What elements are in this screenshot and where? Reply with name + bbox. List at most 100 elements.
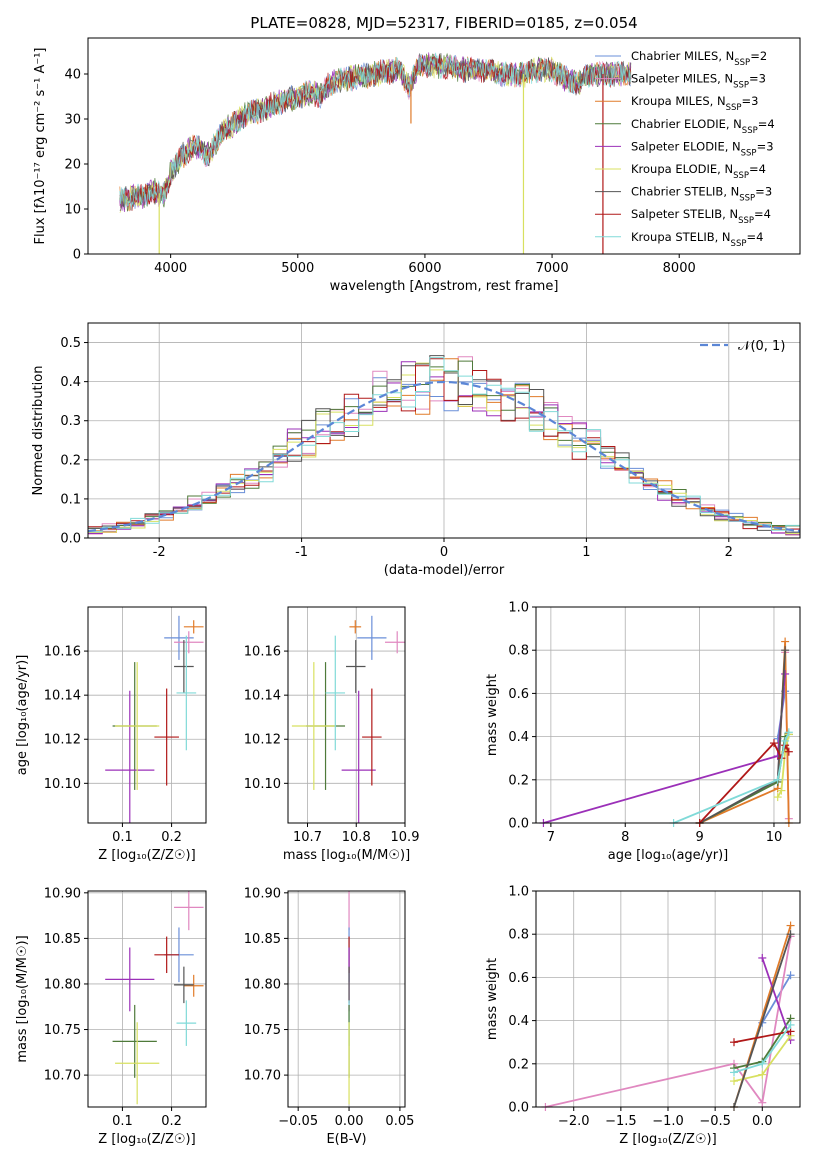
histogram-steps — [88, 355, 800, 537]
legend-equals: = — [749, 72, 759, 86]
weight-marker-kroupa-stelib — [784, 728, 793, 737]
x-tick-label: −2.0 — [558, 1114, 590, 1129]
x-axis-label: Z [log₁₀(Z/Z☉)] — [98, 1132, 195, 1147]
errorbar-chabrier-stelib — [346, 640, 366, 693]
y-tick-label: 0.0 — [508, 817, 529, 832]
x-tick-label: −1.0 — [652, 1114, 684, 1129]
x-tick-label: 0.05 — [385, 1114, 414, 1129]
y-tick-label: 0.4 — [508, 1014, 529, 1029]
legend-entry: Chabrier ELODIE, NSSP=4 — [631, 117, 775, 136]
x-tick-label: 8 — [621, 830, 629, 845]
weight-line-kroupa-miles — [699, 641, 790, 824]
weight-marker-salpeter-stelib — [769, 739, 778, 748]
weight-marker-chabrier-miles — [786, 971, 795, 980]
y-tick-label: 0.0 — [60, 532, 81, 547]
errorbar-salpeter-miles — [174, 891, 204, 931]
weight-marker-kroupa-elodie — [730, 1077, 738, 1086]
y-tick-label: 0.2 — [60, 453, 81, 468]
legend-series-name: Kroupa STELIB — [631, 230, 715, 244]
errorbar-salpeter-miles — [385, 631, 405, 654]
x-tick-label: 0.1 — [112, 830, 133, 845]
legend-n-label: , N — [725, 139, 741, 153]
x-tick-label: 5000 — [281, 261, 314, 276]
x-tick-label: 10.7 — [293, 830, 322, 845]
weight-marker-salpeter-stelib — [784, 747, 793, 756]
y-tick-label: 0.5 — [60, 336, 81, 351]
age-vs-mass-panel: 10.7 10.8 10.9 10.10 10.12 10.14 10.16 mass [lo… — [244, 606, 419, 863]
y-tick-label: 10.12 — [44, 733, 81, 748]
y-tick-label: 10.16 — [244, 645, 281, 660]
mass-vs-metallicity-panel: 0.1 0.2 10.70 10.75 10.80 10.85 10.90 Z [log₁₀(… — [15, 886, 207, 1147]
x-axis-label: mass [log₁₀(M/M☉)] — [283, 848, 410, 863]
weight-marker-kroupa-elodie — [758, 1070, 767, 1079]
x-tick-label: −1.5 — [605, 1114, 637, 1129]
y-tick-label: 10.80 — [244, 977, 281, 992]
legend-entry: Kroupa ELODIE, NSSP=4 — [631, 162, 766, 181]
weight-marker-kroupa-stelib — [786, 1020, 795, 1029]
weight-marker-kroupa-elodie — [777, 786, 786, 795]
legend-n-subscript: SSP — [733, 171, 749, 181]
axes-frame — [87, 606, 207, 824]
legend-equals: = — [750, 49, 760, 63]
x-axis-label: age [log₁₀(age/yr)] — [608, 848, 729, 863]
legend-series-name: Kroupa MILES — [631, 94, 710, 108]
x-tick-label: 0.2 — [161, 830, 182, 845]
weight-vs-age-panel: 7 8 9 10 0.0 0.2 0.4 0.6 0.8 1.0 age [log₁₀(age/yr… — [485, 601, 801, 863]
y-axis-label: age [log₁₀(age/yr)] — [15, 655, 30, 776]
legend-n-value: 3 — [751, 94, 758, 108]
y-tick-label: 0.1 — [60, 492, 81, 507]
figure-title: PLATE=0828, MJD=52317, FIBERID=0185, z=0… — [250, 14, 637, 32]
y-tick-label: 10.70 — [244, 1069, 281, 1084]
errorbar-kroupa-elodie — [291, 662, 336, 790]
x-axis-label: E(B-V) — [326, 1132, 366, 1147]
histogram-kroupa-stelib — [88, 357, 800, 537]
legend-series-name: Kroupa ELODIE — [631, 162, 717, 176]
x-tick-label: 0.0 — [752, 1114, 773, 1129]
legend-n-label: , N — [715, 230, 731, 244]
y-tick-label: 0.2 — [508, 1057, 529, 1072]
weight-vs-metallicity-panel: −2.0 −1.5 −1.0 −0.5 0.0 0.0 0.2 0.4 0.6 0.8 1.0 Z [… — [485, 885, 801, 1147]
legend-n-value: 3 — [766, 139, 773, 153]
axes-frame — [287, 890, 406, 1108]
errorbar-salpeter-stelib — [362, 688, 382, 786]
y-tick-label: 10.16 — [44, 645, 81, 660]
x-tick-label: 0.1 — [112, 1114, 133, 1129]
y-tick-label: 10.80 — [44, 977, 81, 992]
y-tick-label: 0.6 — [508, 971, 529, 986]
weight-marker-chabrier-stelib — [786, 930, 795, 939]
errorbar-points — [291, 615, 405, 823]
legend-series-name: Salpeter MILES — [631, 72, 717, 86]
x-tick-label: 2 — [725, 545, 733, 560]
legend-entry: Salpeter STELIB, NSSP=4 — [631, 207, 771, 226]
y-tick-label: 20 — [64, 158, 81, 173]
errorbar-kroupa-stelib — [325, 635, 346, 751]
y-tick-label: 0.6 — [508, 687, 529, 702]
y-tick-label: 10.90 — [244, 886, 281, 901]
legend-n-subscript: SSP — [726, 103, 742, 113]
legend-n-subscript: SSP — [733, 81, 749, 91]
weight-marker-salpeter-elodie — [781, 669, 790, 678]
weight-lines — [539, 637, 793, 827]
axes-frame — [535, 890, 801, 1108]
y-tick-label: 10.90 — [44, 886, 81, 901]
legend-n-value: 4 — [764, 207, 771, 221]
weight-marker-kroupa-miles — [781, 637, 790, 646]
legend-series-name: Salpeter ELODIE — [631, 139, 725, 153]
weight-line-kroupa-stelib — [673, 731, 790, 824]
axes-frame — [87, 37, 801, 255]
x-tick-label: 10.8 — [342, 830, 371, 845]
errorbar-kroupa-miles — [349, 620, 362, 634]
axes-frame — [87, 890, 207, 1108]
x-tick-label: 1 — [582, 545, 590, 560]
errorbar-chabrier-stelib — [174, 640, 194, 693]
weight-marker-salpeter-miles — [758, 1098, 767, 1107]
y-tick-label: 10.14 — [44, 689, 81, 704]
x-tick-label: 9 — [695, 830, 703, 845]
errorbar-salpeter-elodie — [341, 690, 376, 823]
weight-line-salpeter-stelib — [733, 1030, 791, 1044]
x-tick-label: −0.5 — [699, 1114, 731, 1129]
weight-marker-chabrier-stelib — [781, 646, 790, 655]
y-tick-label: 1.0 — [508, 885, 529, 900]
y-tick-label: 10.10 — [44, 777, 81, 792]
